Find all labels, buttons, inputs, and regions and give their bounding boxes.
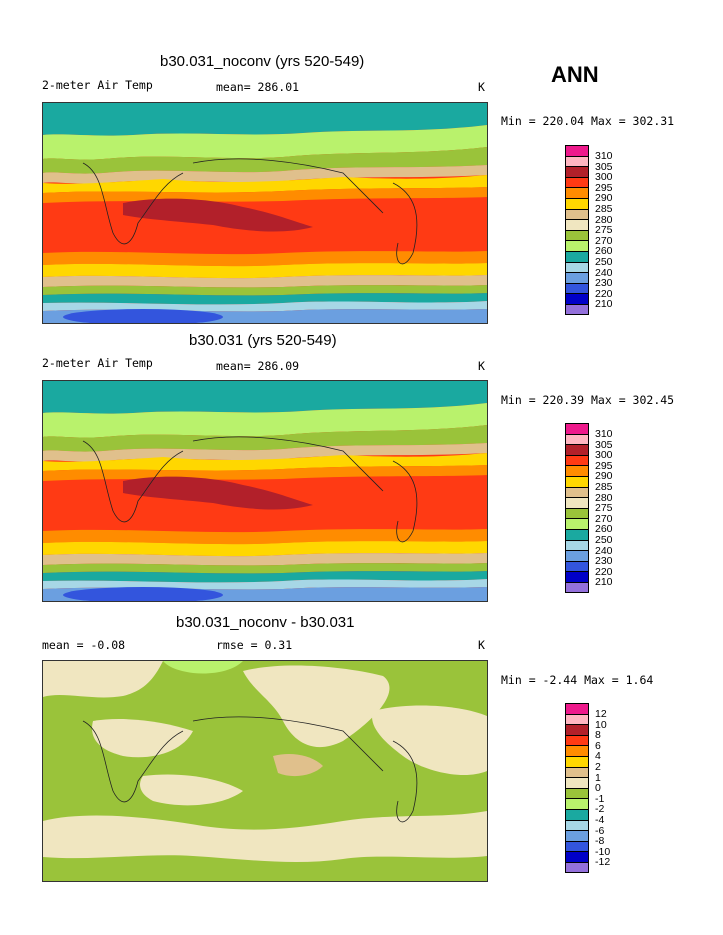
panel1-minmax: Min = 220.04 Max = 302.31	[501, 114, 675, 128]
panel1-mean-label: mean= 286.01	[216, 80, 300, 94]
colorbar-label: 295	[595, 459, 613, 472]
colorbar-label: 275	[595, 224, 613, 237]
colorbar-label: 270	[595, 234, 613, 247]
colorbar-label: 210	[595, 298, 613, 311]
colorbar-label: 8	[595, 729, 601, 742]
colorbar-label: 230	[595, 277, 613, 290]
colorbar-label: 305	[595, 438, 613, 451]
panel2-title: b30.031 (yrs 520-549)	[189, 332, 337, 349]
panel2-variable-label: 2-meter Air Temp	[42, 356, 153, 370]
colorbar-label: 220	[595, 287, 613, 300]
colorbar-label: 210	[595, 576, 613, 589]
colorbar-label: 285	[595, 480, 613, 493]
colorbar-label: 230	[595, 555, 613, 568]
colorbar-label: 12	[595, 708, 607, 720]
colorbar-label: 305	[595, 160, 613, 173]
panel3-mean-label: mean = -0.08	[42, 638, 126, 652]
colorbar-label: 275	[595, 502, 613, 515]
colorbar-label: 300	[595, 449, 613, 462]
colorbar-label: 240	[595, 544, 613, 557]
colorbar-label: 260	[595, 523, 613, 536]
panel1-colorbar	[565, 145, 589, 315]
colorbar-label: 4	[595, 750, 601, 763]
panel2-unit: K	[478, 359, 485, 373]
panel3-unit: K	[478, 638, 485, 652]
colorbar-label: -10	[595, 845, 611, 858]
colorbar-label: 300	[595, 171, 613, 184]
colorbar-label: 310	[595, 150, 613, 162]
colorbar-label: 285	[595, 202, 613, 215]
colorbar-label: -4	[595, 813, 605, 826]
panel1-variable-label: 2-meter Air Temp	[42, 78, 153, 92]
panel3-minmax: Min = -2.44 Max = 1.64	[501, 673, 654, 687]
panel1-colorbar-labels: 310 305 300 295 290 285 280 275 270 260 …	[595, 151, 613, 310]
colorbar-label: -6	[595, 824, 605, 837]
panel3-colorbar-labels: 12 10 8 6 4 2 1 0 -1 -2 -4 -6 -8 -10 -12	[595, 709, 610, 868]
panel2-minmax: Min = 220.39 Max = 302.45	[501, 393, 675, 407]
colorbar-label: -2	[595, 803, 605, 816]
panel2-colorbar-labels: 310 305 300 295 290 285 280 275 270 260 …	[595, 429, 613, 588]
colorbar-label: 240	[595, 266, 613, 279]
colorbar-label: 2	[595, 760, 601, 773]
panel2-colorbar	[565, 423, 589, 593]
colorbar-label: 280	[595, 491, 613, 504]
colorbar-label: 220	[595, 565, 613, 578]
colorbar-label: 295	[595, 181, 613, 194]
colorbar-label: 6	[595, 739, 601, 752]
colorbar-label: 270	[595, 512, 613, 525]
colorbar-label: 260	[595, 245, 613, 258]
colorbar-label: 250	[595, 533, 613, 546]
season-label: ANN	[551, 62, 599, 87]
colorbar-label: 290	[595, 470, 613, 483]
colorbar-label: -12	[595, 856, 611, 869]
colorbar-label: 280	[595, 213, 613, 226]
panel3-map	[42, 660, 488, 882]
panel2-mean-label: mean= 286.09	[216, 359, 300, 373]
colorbar-label: 10	[595, 718, 607, 731]
colorbar-label: 310	[595, 428, 613, 440]
colorbar-label: -8	[595, 835, 605, 848]
colorbar-label: 0	[595, 782, 601, 795]
panel1-title: b30.031_noconv (yrs 520-549)	[160, 53, 365, 70]
panel3-colorbar	[565, 703, 589, 873]
panel3-rmse-label: rmse = 0.31	[216, 638, 293, 652]
colorbar-label: -1	[595, 792, 605, 805]
colorbar-label: 250	[595, 255, 613, 268]
panel1-map	[42, 102, 488, 324]
colorbar-label: 290	[595, 192, 613, 205]
panel2-map	[42, 380, 488, 602]
panel1-unit: K	[478, 80, 485, 94]
colorbar-label: 1	[595, 771, 601, 784]
panel3-title: b30.031_noconv - b30.031	[176, 614, 355, 631]
